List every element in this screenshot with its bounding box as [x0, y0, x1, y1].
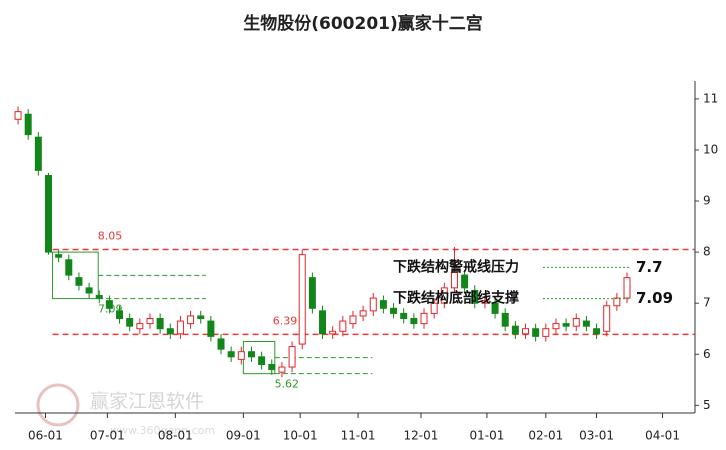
candle-body [105, 300, 113, 309]
candle-body [491, 302, 499, 314]
candle-body [34, 136, 42, 171]
y-tick-label: 9 [703, 194, 711, 208]
candle-body [227, 351, 235, 358]
y-tick-label: 7 [703, 296, 711, 310]
y-tick-label: 10 [703, 142, 718, 156]
candle-body [268, 363, 276, 371]
candle-body [85, 287, 93, 294]
candle-body [522, 328, 530, 335]
candle-body [501, 312, 509, 327]
annotation-text: 下跌结构底部线支撑 [393, 290, 519, 307]
watermark-url: www.360gann.com [110, 424, 215, 437]
candle-body [603, 305, 611, 332]
candle-body [390, 307, 398, 314]
candle-body [593, 328, 601, 335]
x-tick-label: 07-01 [90, 429, 125, 443]
candle-body [339, 320, 347, 332]
candle-body [359, 310, 367, 317]
candle-body [410, 318, 418, 325]
candle-body [623, 277, 631, 299]
candle-body [440, 287, 448, 304]
reference-label: 8.05 [98, 230, 123, 243]
x-tick-label: 03-01 [579, 429, 614, 443]
candle-body [65, 259, 73, 276]
candle-body [349, 315, 357, 325]
x-tick-label: 06-01 [28, 429, 63, 443]
candle-body [461, 274, 469, 289]
x-tick-label: 08-01 [158, 429, 193, 443]
candle-body [44, 174, 52, 253]
watermark: 赢家江恩软件 www.360gann.com [36, 383, 215, 437]
y-tick-label: 11 [703, 91, 718, 105]
candle-body [197, 315, 205, 320]
candle-body [308, 277, 316, 309]
x-tick-label: 10-01 [283, 429, 318, 443]
candle-body [572, 318, 580, 327]
candle-body [288, 346, 296, 368]
x-tick-label: 11-01 [341, 429, 376, 443]
candle-body [95, 295, 103, 299]
x-tick-label: 09-01 [226, 429, 261, 443]
candle-body [207, 320, 215, 337]
candle-body [400, 312, 408, 320]
candle-body [217, 338, 225, 350]
candle-body [329, 330, 337, 335]
candle-body [613, 297, 621, 307]
candle-body [156, 318, 164, 330]
candle-body [24, 113, 32, 136]
candle-body [55, 254, 63, 258]
candle-body [136, 323, 144, 330]
candle-body [126, 318, 134, 327]
x-tick-label: 02-01 [528, 429, 563, 443]
candle-body [176, 320, 184, 335]
watermark-logo [36, 383, 80, 427]
candle-body [481, 300, 489, 304]
candle-body [166, 328, 174, 335]
candle-body [258, 356, 266, 365]
candle-body [319, 310, 327, 335]
candle-body [379, 300, 387, 309]
candle-body [552, 323, 560, 330]
candle-body [14, 111, 22, 120]
candle-body [542, 328, 550, 337]
annotation-value: 7.7 [636, 258, 663, 276]
reference-label: 6.39 [273, 314, 298, 327]
candle-body [420, 312, 428, 325]
candle-body [187, 315, 195, 325]
candle-body [247, 351, 255, 358]
candle-body [298, 254, 306, 345]
candle-body [450, 272, 458, 289]
candle-body [278, 366, 286, 373]
candle-body [532, 328, 540, 337]
candle-body [430, 302, 438, 314]
annotation-text: 下跌结构警戒线压力 [393, 258, 519, 275]
y-tick-label: 5 [703, 398, 711, 412]
candle-body [75, 277, 83, 286]
candle-body [511, 325, 519, 335]
candle-body [582, 320, 590, 327]
candle-body [562, 323, 570, 327]
candle-body [369, 297, 377, 312]
x-tick-label: 01-01 [470, 429, 505, 443]
chart-title: 生物股份(600201)赢家十二宫 [243, 13, 483, 34]
y-tick-label: 6 [703, 347, 711, 361]
candle-body [146, 318, 154, 325]
candle-body [116, 310, 124, 320]
zone-label: 5.62 [275, 378, 300, 391]
x-tick-label: 04-01 [645, 429, 680, 443]
watermark-name: 赢家江恩软件 [90, 391, 204, 413]
annotation-value: 7.09 [636, 289, 673, 307]
x-tick-label: 12-01 [404, 429, 439, 443]
candle-body [471, 289, 479, 304]
candle-body [237, 351, 245, 360]
y-tick-label: 8 [703, 245, 711, 259]
